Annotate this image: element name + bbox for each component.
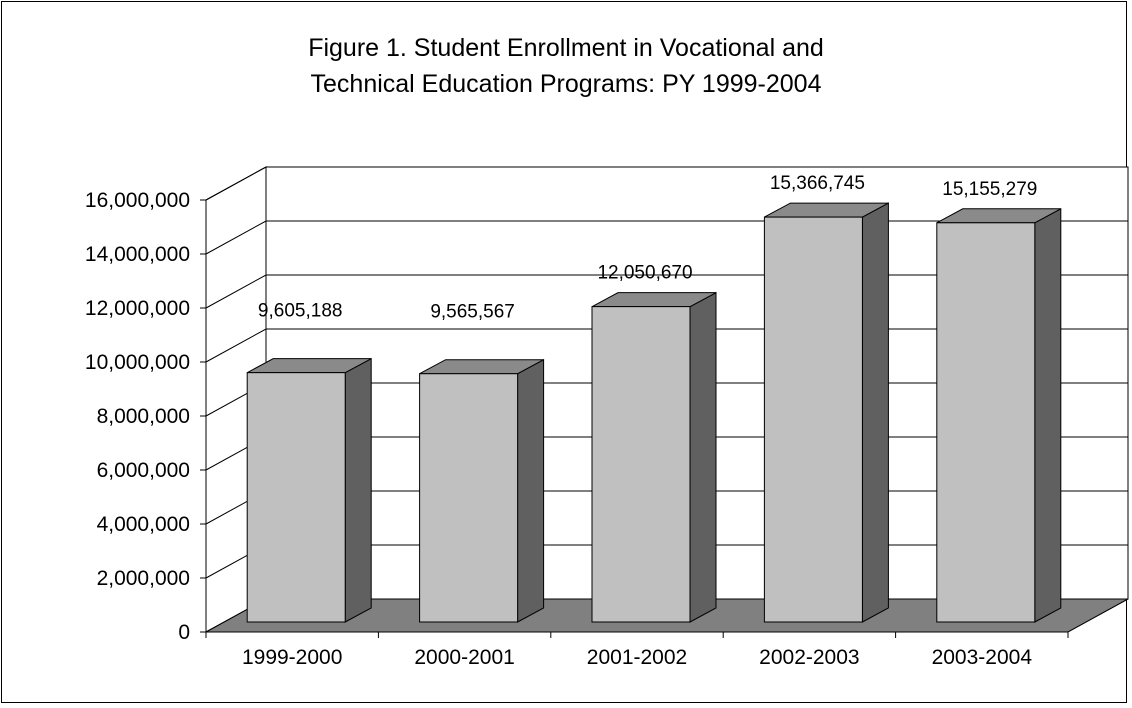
bar-front — [936, 222, 1036, 623]
bar-side — [689, 291, 717, 623]
y-tick-label: 2,000,000 — [97, 567, 190, 590]
y-tick-label: 14,000,000 — [85, 243, 190, 266]
data-label: 15,366,745 — [770, 173, 865, 194]
chart-title-line2: Technical Education Programs: PY 1999-20… — [310, 70, 822, 98]
x-tick-label: 2003-2004 — [932, 646, 1033, 669]
bar-front — [246, 372, 346, 623]
x-tick-label: 2000-2001 — [414, 646, 514, 669]
labels: 0 2,000,000 4,000,000 6,000,000 8,000,000 10,… — [85, 173, 1037, 669]
chart-title: Figure 1. Student Enrollment in Vocation… — [0, 30, 1132, 102]
y-tick-label: 6,000,000 — [97, 459, 190, 482]
bar — [936, 207, 1062, 623]
bars — [246, 202, 1062, 623]
data-label: 9,605,188 — [258, 301, 343, 322]
x-tick-label: 1999-2000 — [242, 646, 342, 669]
y-tick-label: 10,000,000 — [85, 351, 190, 374]
x-tick-label: 2001-2002 — [587, 646, 687, 669]
bar — [246, 357, 372, 623]
data-label: 12,050,670 — [597, 263, 692, 284]
bar-side — [1034, 207, 1062, 623]
y-tick-label: 8,000,000 — [97, 405, 190, 428]
data-label: 9,565,567 — [430, 302, 515, 323]
bar-front — [591, 306, 691, 623]
bar-side — [344, 357, 372, 623]
bar-front — [763, 216, 863, 623]
bar — [763, 202, 889, 623]
axes — [200, 199, 1069, 638]
data-label: 15,155,279 — [942, 179, 1037, 200]
bar-front — [419, 373, 519, 623]
y-tick-label: 12,000,000 — [85, 297, 190, 320]
bar-side — [861, 202, 889, 623]
bar — [419, 358, 545, 623]
x-tick-label: 2002-2003 — [759, 646, 859, 669]
chart-title-line1: Figure 1. Student Enrollment in Vocation… — [308, 34, 824, 62]
y-tick-label: 4,000,000 — [97, 513, 190, 536]
y-tick-label: 0 — [178, 621, 190, 644]
y-tick-label: 16,000,000 — [85, 189, 190, 212]
gridline — [205, 166, 1128, 201]
bar-side — [517, 358, 545, 623]
bar — [591, 291, 717, 623]
